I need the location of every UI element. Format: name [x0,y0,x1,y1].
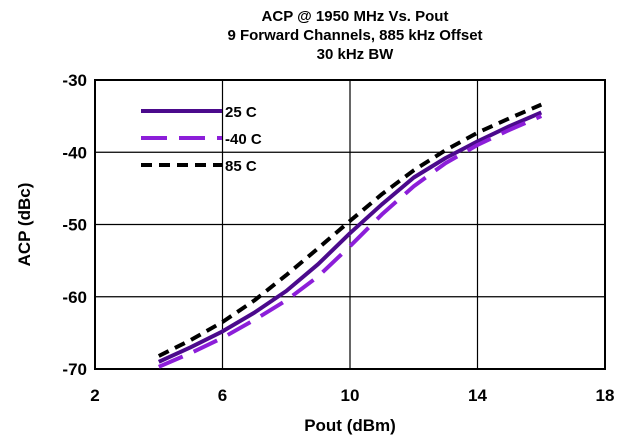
chart-title-line: 30 kHz BW [317,46,395,63]
y-tick-label: -70 [62,360,87,379]
y-tick-labels: -30 -40 -50 -60 -70 [62,71,87,379]
y-tick-label: -30 [62,71,87,90]
gridlines [95,80,605,369]
plot-area [94,79,606,370]
series-line-25cc [157,110,543,364]
chart-title-line: 9 Forward Channels, 885 kHz Offset [227,27,482,44]
x-tick-label: 18 [596,386,615,405]
legend-label: 25 C [225,104,257,121]
y-tick-label: -60 [62,288,87,307]
y-axis-label: ACP (dBc) [15,183,34,267]
x-tick-label: 6 [218,386,227,405]
chart-title-line: ACP @ 1950 MHz Vs. Pout [262,8,449,25]
series-line-40cc [158,114,543,369]
x-tick-label: 14 [468,386,487,405]
legend-label: 85 C [225,158,257,175]
x-tick-labels: 2 6 10 14 18 [90,386,614,405]
legend-label: -40 C [225,131,262,148]
x-axis-label: Pout (dBm) [304,416,396,435]
y-tick-label: -50 [62,216,87,235]
x-tick-label: 2 [90,386,99,405]
series-line-85cc [157,102,543,358]
series-lines [157,102,543,369]
legend: 25 C -40 C 85 C [141,104,262,175]
y-tick-label: -40 [62,143,87,162]
chart-title: ACP @ 1950 MHz Vs. Pout 9 Forward Channel… [227,8,482,63]
x-tick-label: 10 [341,386,360,405]
